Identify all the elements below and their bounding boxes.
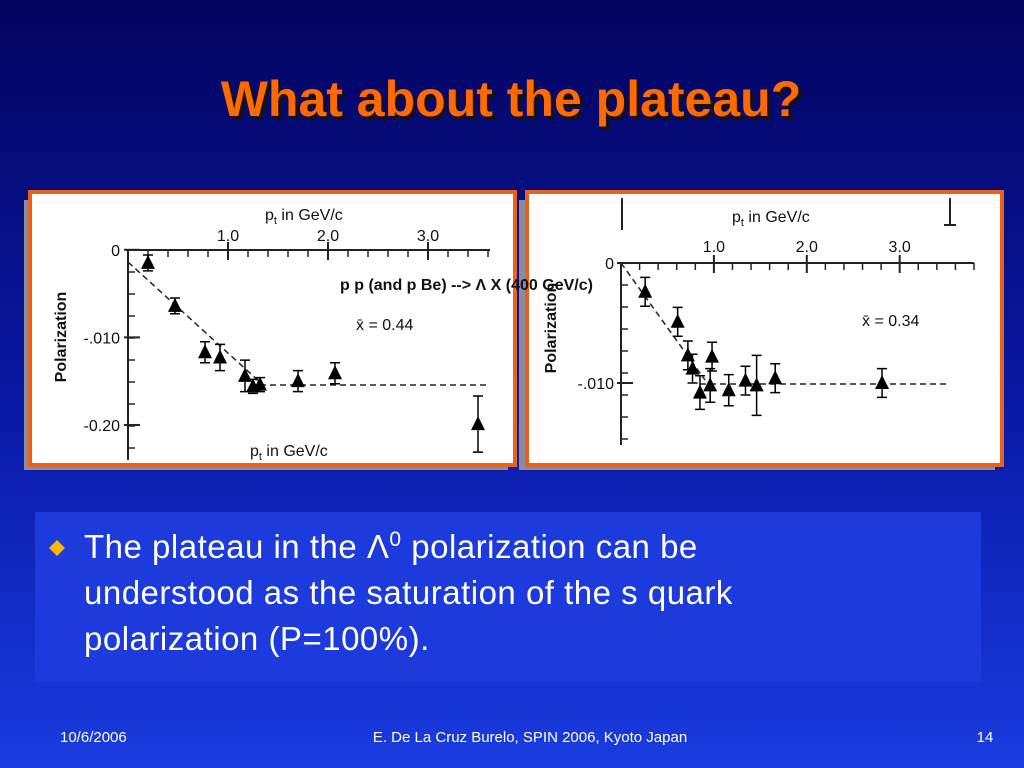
data-point [253,376,267,391]
subscript: t [741,217,744,229]
y-tick-label: -.010 [578,376,615,393]
y-tick-label: 0 [111,243,120,260]
text-run: in GeV/c [277,207,343,224]
footer-author: E. De La Cruz Burelo, SPIN 2006, Kyoto J… [373,729,687,746]
figure-frame [28,190,517,467]
text-run: p [732,209,741,226]
text-run: in GeV/c [744,209,810,226]
data-point [471,416,485,431]
text-box [35,512,981,682]
x-tick-label: 1.0 [217,228,239,245]
data-point [749,377,764,392]
plot: 1.0 2.0 3.0 0 -.010 pt in GeV/c Polarization x̄… [543,198,975,445]
data-point [198,344,212,359]
fit-line [127,261,490,386]
x-tick-label: 2.0 [796,239,818,256]
bullet-text: understood as the saturation of the s qu… [84,574,733,611]
data-point [141,254,155,269]
footer-page: 14 [977,729,994,746]
text-run: in GeV/c [262,443,328,460]
footer-date: 10/6/2006 [60,729,127,746]
x-tick-label: 3.0 [417,228,439,245]
title-shadow: What about the plateau? [224,74,805,130]
text-run: p [265,207,274,224]
data-point [213,349,227,364]
x-tick-label: 1.0 [703,239,725,256]
y-axis-label: Polarization [543,283,560,374]
data-point [768,370,783,385]
y-axis-label: Polarization [53,292,70,383]
title: What about the plateau? [221,71,802,127]
scan-edge [621,198,956,230]
data-point [703,377,718,392]
data-point [638,283,653,298]
y-tick-label: -.010 [84,330,121,347]
data-point [685,360,700,375]
bullet-text: The plateau in the Λ0 polarization can b… [84,528,698,565]
x-axis-label: pt in GeV/c [265,207,343,227]
bullet-text: polarization (P=100%). [84,620,430,657]
data-point [328,365,342,380]
data-point [721,382,736,397]
bullet-diamond [49,540,65,556]
text-run: polarization can be [402,528,698,565]
subscript: t [274,215,277,227]
subscript: t [259,451,262,463]
data-point [692,384,707,399]
figure-frame [525,190,1004,467]
y-tick-label: 0 [605,256,614,273]
x-axis-label: pt in GeV/c [250,443,328,463]
text-run: p [250,443,259,460]
x-tick-label: 3.0 [889,239,911,256]
data-point [238,367,252,382]
text-run: The plateau in the Λ [84,528,389,565]
data-point [291,373,305,388]
data-point [875,375,890,389]
y-tick-label: -0.20 [84,418,121,435]
data-point [670,313,685,328]
superscript: 0 [389,528,401,551]
annotation: x̄ = 0.44 [356,317,413,334]
annotation: p p (and p Be) --> Λ X (400 GeV/c) [340,277,593,294]
data-point [738,372,753,387]
data-point [168,297,182,312]
annotation: x̄ = 0.34 [862,313,919,330]
x-tick-label: 2.0 [317,228,339,245]
data-point [705,348,720,363]
x-axis-label: pt in GeV/c [732,209,810,229]
